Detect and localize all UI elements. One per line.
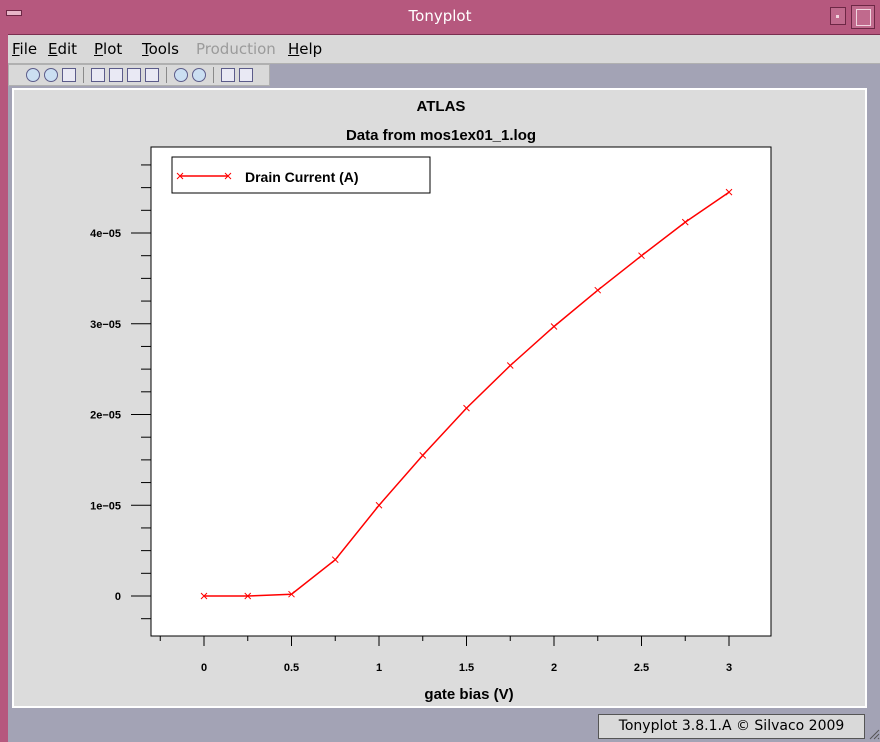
window-menu-icon[interactable] bbox=[6, 10, 22, 16]
status-bar: Tonyplot 3.8.1.A © Silvaco 2009 bbox=[8, 710, 880, 742]
menu-file[interactable]: File bbox=[12, 40, 38, 58]
menu-edit[interactable]: Edit bbox=[48, 40, 78, 58]
data-point bbox=[288, 590, 295, 598]
data-point bbox=[244, 592, 252, 600]
data-point bbox=[638, 252, 645, 260]
load-icon[interactable] bbox=[44, 68, 58, 82]
data-point bbox=[200, 592, 208, 600]
title-bar[interactable]: Tonyplot bbox=[0, 0, 880, 35]
y-tick-label: 3e−05 bbox=[90, 319, 121, 331]
menu-tools[interactable]: Tools bbox=[142, 40, 179, 58]
resize-grip-icon[interactable] bbox=[868, 728, 880, 740]
data-point bbox=[681, 218, 689, 226]
window-border bbox=[0, 34, 8, 742]
plot-area bbox=[150, 146, 772, 637]
y-tick-label: 1e−05 bbox=[90, 500, 121, 512]
toolbar-separator bbox=[83, 67, 84, 83]
legend-label: Drain Current (A) bbox=[245, 169, 359, 185]
y-tick-label: 0 bbox=[115, 591, 121, 603]
x-tick-label: 0.5 bbox=[284, 662, 299, 674]
chart-subtitle: Data from mos1ex01_1.log bbox=[346, 127, 536, 144]
maximize-icon[interactable] bbox=[851, 5, 875, 29]
window-title: Tonyplot bbox=[408, 7, 472, 25]
overlay-icon[interactable] bbox=[145, 68, 159, 82]
x-tick-label: 1.5 bbox=[459, 662, 474, 674]
legend: Drain Current (A) bbox=[171, 156, 431, 194]
chart-title: ATLAS bbox=[417, 98, 466, 115]
minimize-icon[interactable] bbox=[830, 7, 846, 25]
x-axis-label: gate bias (V) bbox=[424, 686, 513, 703]
x-tick-label: 3 bbox=[726, 662, 732, 674]
zoom-out-icon[interactable] bbox=[192, 68, 206, 82]
y-tick-label: 4e−05 bbox=[90, 228, 121, 240]
print-icon[interactable] bbox=[62, 68, 76, 82]
data-point bbox=[550, 323, 558, 330]
data-point bbox=[331, 556, 339, 564]
data-point bbox=[594, 286, 602, 294]
toolbar bbox=[8, 64, 270, 86]
data-point bbox=[375, 501, 383, 509]
legend-box bbox=[171, 156, 431, 194]
status-text: Tonyplot 3.8.1.A © Silvaco 2009 bbox=[598, 714, 865, 739]
x-tick-label: 2.5 bbox=[634, 662, 649, 674]
x-tick-label: 0 bbox=[201, 662, 207, 674]
legend-marker bbox=[176, 172, 232, 180]
zoom-region-icon[interactable] bbox=[91, 68, 105, 82]
pan-left-icon[interactable] bbox=[221, 68, 235, 82]
data-point bbox=[506, 362, 514, 369]
x-tick-label: 2 bbox=[551, 662, 557, 674]
x-tick-label: 1 bbox=[376, 662, 382, 674]
copy-icon[interactable] bbox=[109, 68, 123, 82]
toolbar-separator bbox=[166, 67, 167, 83]
paste-icon[interactable] bbox=[127, 68, 141, 82]
menu-help[interactable]: Help bbox=[288, 40, 323, 58]
menu-plot[interactable]: Plot bbox=[94, 40, 123, 58]
open-icon[interactable] bbox=[26, 68, 40, 82]
zoom-in-icon[interactable] bbox=[174, 68, 188, 82]
data-point bbox=[725, 188, 733, 196]
y-tick-label: 2e−05 bbox=[90, 410, 121, 422]
menu-bar: File Edit Plot Tools Production Help bbox=[8, 35, 880, 64]
toolbar-separator bbox=[213, 67, 214, 83]
data-point bbox=[463, 404, 470, 412]
pan-right-icon[interactable] bbox=[239, 68, 253, 82]
menu-production: Production bbox=[196, 40, 276, 58]
data-point bbox=[419, 451, 427, 459]
